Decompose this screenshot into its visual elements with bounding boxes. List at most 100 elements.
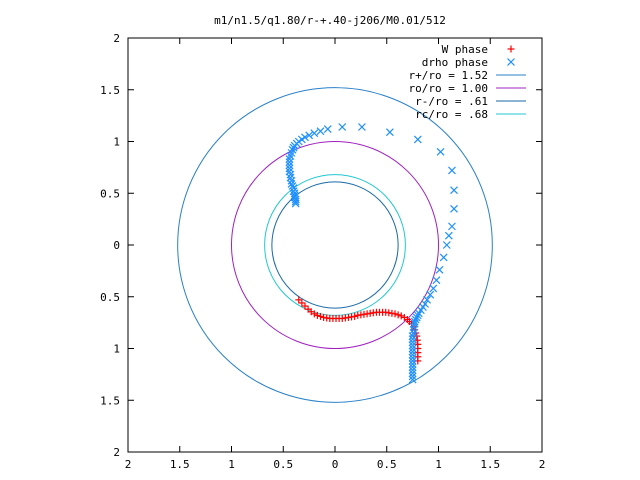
marker-stroke bbox=[285, 167, 294, 176]
legend-marker-sample bbox=[507, 58, 515, 66]
y-axis-ticks: 2 1.5 1 0.5 0 0.5 1 1.5 2 bbox=[100, 32, 542, 459]
y-tick-label: 1.5 bbox=[100, 84, 120, 97]
drho-phase-point bbox=[412, 313, 421, 322]
y-tick-label: 1.5 bbox=[100, 394, 120, 407]
marker-stroke bbox=[421, 300, 429, 308]
w-phase-point bbox=[397, 312, 405, 320]
drho-phase-point bbox=[285, 161, 294, 170]
drho-phase-point bbox=[410, 317, 419, 326]
drho-phase-point bbox=[323, 125, 332, 134]
drho-phase-point bbox=[421, 300, 429, 308]
chart-title: m1/n1.5/q1.80/r-+.40-j206/M0.01/512 bbox=[214, 14, 446, 27]
drho-phase-point bbox=[408, 369, 417, 378]
marker-stroke bbox=[286, 170, 295, 179]
x-tick-label: 0.5 bbox=[377, 458, 397, 471]
drho-phase-point bbox=[448, 222, 456, 231]
marker-stroke bbox=[432, 276, 441, 285]
marker-stroke bbox=[423, 295, 432, 304]
marker-stroke bbox=[413, 135, 422, 144]
marker-stroke bbox=[291, 199, 300, 208]
marker-stroke bbox=[426, 290, 435, 299]
drho-phase-point bbox=[413, 135, 422, 144]
drho-phase-point bbox=[310, 129, 319, 138]
drho-phase-point bbox=[408, 335, 417, 344]
drho-phase-point bbox=[408, 341, 417, 350]
drho-phase-point bbox=[290, 141, 299, 150]
marker-stroke bbox=[285, 155, 294, 164]
drho-phase-point bbox=[285, 155, 294, 164]
x-tick-label: 0 bbox=[332, 458, 339, 471]
x-tick-label: 1 bbox=[228, 458, 235, 471]
y-tick-label: 2 bbox=[113, 446, 120, 459]
y-tick-label: 1 bbox=[113, 343, 120, 356]
y-tick-label: 0 bbox=[113, 239, 120, 252]
drho-phase-point bbox=[408, 344, 417, 353]
marker-stroke bbox=[290, 191, 299, 200]
legend-label: r+/ro = 1.52 bbox=[409, 69, 488, 82]
drho-phase-point bbox=[442, 241, 451, 249]
marker-stroke bbox=[411, 315, 420, 324]
marker-stroke bbox=[290, 193, 299, 202]
drho-phase-point bbox=[286, 170, 295, 179]
legend-label: ro/ro = 1.00 bbox=[409, 82, 488, 95]
marker-stroke bbox=[444, 231, 453, 240]
phase-series bbox=[285, 123, 458, 384]
marker-stroke bbox=[408, 369, 417, 378]
w-phase-point bbox=[301, 302, 309, 310]
radius-circle bbox=[231, 141, 439, 349]
marker-stroke bbox=[507, 58, 515, 66]
drho-phase-point bbox=[408, 363, 417, 372]
y-tick-label: 1 bbox=[113, 136, 120, 149]
drho-phase-point bbox=[285, 164, 294, 173]
radius-circle bbox=[177, 87, 493, 403]
drho-phase-point bbox=[432, 276, 441, 285]
drho-phase-point bbox=[409, 325, 418, 334]
marker-stroke bbox=[408, 350, 417, 359]
marker-stroke bbox=[408, 366, 417, 375]
marker-stroke bbox=[305, 131, 314, 140]
legend-item: ro/ro = 1.00 bbox=[409, 82, 526, 95]
w-phase-point bbox=[310, 310, 318, 318]
marker-stroke bbox=[338, 123, 347, 131]
legend-marker-sample bbox=[507, 45, 515, 53]
marker-stroke bbox=[408, 344, 417, 353]
drho-phase-point bbox=[291, 199, 300, 208]
drho-phase-point bbox=[411, 315, 420, 324]
marker-stroke bbox=[408, 363, 417, 372]
marker-stroke bbox=[385, 128, 394, 137]
drho-phase-point bbox=[426, 290, 435, 299]
drho-phase-point bbox=[450, 186, 458, 195]
radius-circle bbox=[264, 174, 406, 316]
drho-phase-point bbox=[408, 372, 417, 381]
marker-stroke bbox=[429, 284, 438, 293]
drho-phase-point bbox=[408, 347, 417, 356]
marker-stroke bbox=[290, 141, 299, 150]
drho-phase-point bbox=[408, 350, 417, 359]
drho-phase-point bbox=[408, 366, 417, 375]
marker-stroke bbox=[450, 204, 458, 213]
marker-stroke bbox=[285, 158, 294, 167]
drho-phase-series bbox=[285, 123, 458, 384]
drho-phase-point bbox=[289, 143, 298, 152]
x-tick-label: 0.5 bbox=[273, 458, 293, 471]
drho-phase-point bbox=[316, 127, 325, 136]
marker-stroke bbox=[410, 317, 419, 326]
drho-phase-point bbox=[429, 284, 438, 293]
w-phase-point bbox=[313, 311, 321, 319]
marker-stroke bbox=[408, 356, 417, 365]
marker-stroke bbox=[408, 341, 417, 350]
marker-stroke bbox=[450, 186, 458, 195]
drho-phase-point bbox=[408, 360, 417, 368]
radius-circles bbox=[177, 87, 493, 403]
y-tick-label: 0.5 bbox=[100, 291, 120, 304]
marker-stroke bbox=[442, 241, 451, 249]
marker-stroke bbox=[357, 123, 366, 131]
drho-phase-point bbox=[338, 123, 347, 131]
drho-phase-point bbox=[385, 128, 394, 137]
drho-phase-point bbox=[450, 204, 458, 213]
legend-label: drho phase bbox=[422, 56, 488, 69]
marker-stroke bbox=[448, 222, 456, 231]
drho-phase-point bbox=[413, 311, 422, 320]
legend-label: W phase bbox=[442, 43, 488, 56]
